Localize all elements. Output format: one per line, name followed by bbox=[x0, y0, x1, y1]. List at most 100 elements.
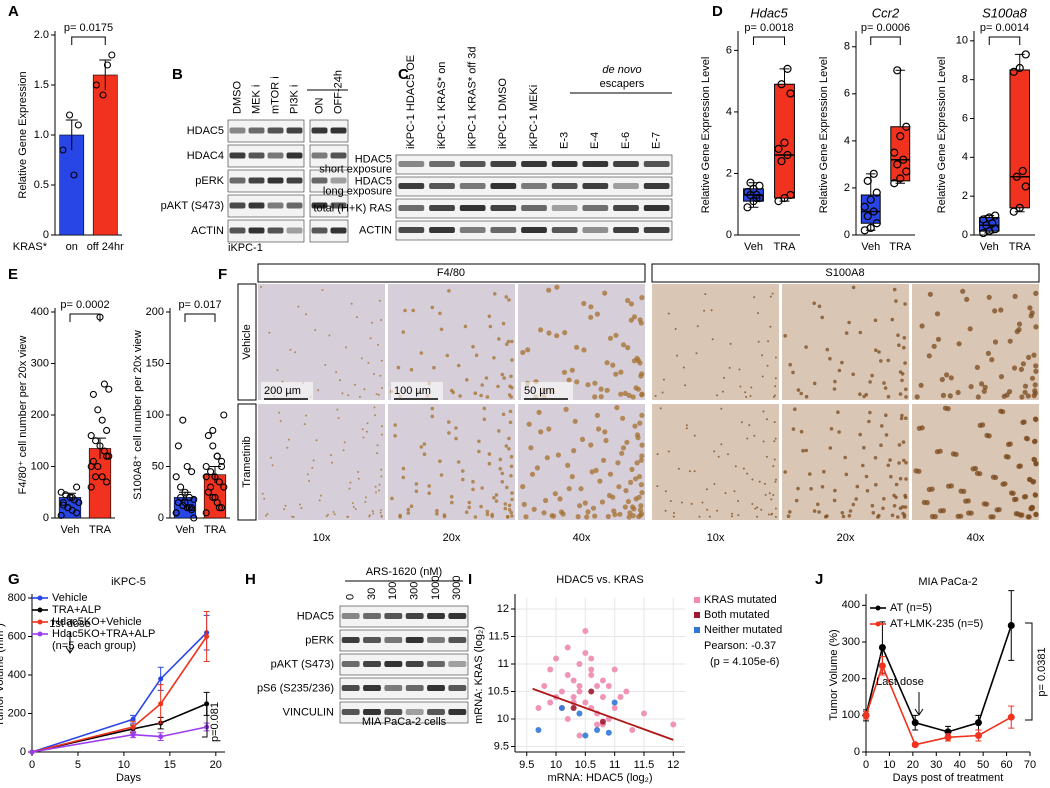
data-point bbox=[777, 157, 786, 166]
x-tick-label: 11 bbox=[609, 759, 620, 771]
cell bbox=[783, 470, 787, 474]
band bbox=[551, 183, 578, 189]
data-point bbox=[218, 462, 226, 471]
panel-label: C bbox=[398, 66, 409, 83]
y-tick-label: 2.0 bbox=[34, 29, 49, 41]
cell bbox=[882, 497, 886, 501]
band bbox=[448, 613, 467, 619]
cell bbox=[753, 434, 756, 437]
legend-label: Both mutated bbox=[704, 609, 769, 621]
lane-label: E-7 bbox=[651, 132, 663, 149]
data-point bbox=[605, 683, 612, 689]
row-label: pAKT (S473) bbox=[271, 658, 334, 670]
band bbox=[448, 685, 467, 691]
cell bbox=[903, 495, 908, 500]
row-label: long exposure bbox=[323, 185, 392, 197]
cell bbox=[449, 494, 454, 499]
blot-strip bbox=[309, 169, 349, 193]
cell bbox=[521, 501, 527, 507]
cell bbox=[765, 455, 768, 458]
cell bbox=[808, 472, 812, 476]
legend-label: AT (n=5) bbox=[890, 602, 932, 614]
cell bbox=[1025, 393, 1031, 399]
lane-label: DMSO bbox=[231, 81, 243, 114]
cell bbox=[877, 350, 881, 354]
data-point bbox=[57, 488, 65, 496]
cell bbox=[598, 386, 604, 392]
micrograph bbox=[912, 404, 1039, 520]
cell bbox=[477, 439, 481, 444]
cell bbox=[605, 513, 611, 520]
band bbox=[384, 685, 403, 691]
lane-label: ON bbox=[313, 97, 325, 114]
cell bbox=[1011, 365, 1018, 371]
cell bbox=[783, 334, 787, 338]
data-point bbox=[1021, 182, 1030, 191]
box bbox=[890, 126, 911, 182]
lane-label: E-3 bbox=[559, 132, 571, 149]
y-tick-label: 1.5 bbox=[34, 79, 49, 91]
cell bbox=[676, 354, 678, 357]
x-tick-label: 10.5 bbox=[575, 759, 596, 771]
cell bbox=[613, 332, 619, 338]
legend-label: Hdac5KO+Vehicle bbox=[52, 616, 142, 628]
cell bbox=[1017, 463, 1024, 469]
cell bbox=[1007, 338, 1013, 344]
cell bbox=[713, 450, 716, 453]
data-point bbox=[558, 688, 565, 695]
lane-label: MEK i bbox=[250, 85, 262, 114]
stain-header-box bbox=[257, 263, 646, 283]
cell bbox=[263, 497, 266, 500]
x-axis-label: Days bbox=[116, 772, 142, 784]
data-point bbox=[558, 705, 565, 711]
band bbox=[363, 661, 381, 667]
cell bbox=[820, 315, 824, 320]
cell bbox=[447, 289, 451, 293]
cell bbox=[380, 515, 383, 518]
cell bbox=[554, 284, 560, 290]
cell bbox=[729, 342, 732, 345]
cell bbox=[956, 341, 962, 347]
cell bbox=[1033, 290, 1039, 296]
cell bbox=[378, 483, 381, 486]
trend-line bbox=[532, 687, 674, 741]
cell bbox=[812, 381, 817, 386]
cell bbox=[328, 334, 331, 337]
data-point bbox=[599, 677, 606, 684]
cell bbox=[529, 471, 536, 477]
cell bbox=[353, 383, 356, 386]
y-axis-label: Tumor Volume (mm³) bbox=[0, 623, 6, 727]
cell bbox=[335, 371, 338, 374]
cell bbox=[939, 376, 945, 383]
band bbox=[363, 685, 381, 691]
band bbox=[384, 613, 403, 619]
cell bbox=[774, 356, 777, 359]
cell bbox=[966, 510, 972, 516]
cell bbox=[314, 329, 317, 332]
data-point bbox=[974, 732, 982, 739]
cell bbox=[377, 393, 380, 396]
data-point bbox=[181, 488, 189, 496]
cell bbox=[940, 392, 947, 398]
cell bbox=[260, 286, 262, 288]
series-line bbox=[865, 625, 1013, 733]
cell bbox=[693, 470, 696, 473]
data-point bbox=[893, 66, 902, 75]
cell bbox=[505, 485, 509, 490]
scale-bar-label: 200 µm bbox=[264, 385, 301, 397]
cell bbox=[986, 294, 992, 300]
data-point bbox=[172, 473, 180, 481]
cell bbox=[843, 455, 847, 460]
cell bbox=[406, 511, 411, 515]
cell bbox=[503, 506, 508, 511]
cell bbox=[582, 500, 588, 506]
data-point bbox=[786, 190, 795, 200]
cell bbox=[868, 380, 872, 384]
data-point bbox=[213, 452, 221, 460]
cell bbox=[438, 311, 442, 316]
cell bbox=[565, 462, 571, 468]
y-tick-label: 4 bbox=[962, 151, 968, 163]
cell bbox=[758, 480, 761, 483]
cell bbox=[774, 394, 776, 397]
cell bbox=[667, 312, 670, 315]
